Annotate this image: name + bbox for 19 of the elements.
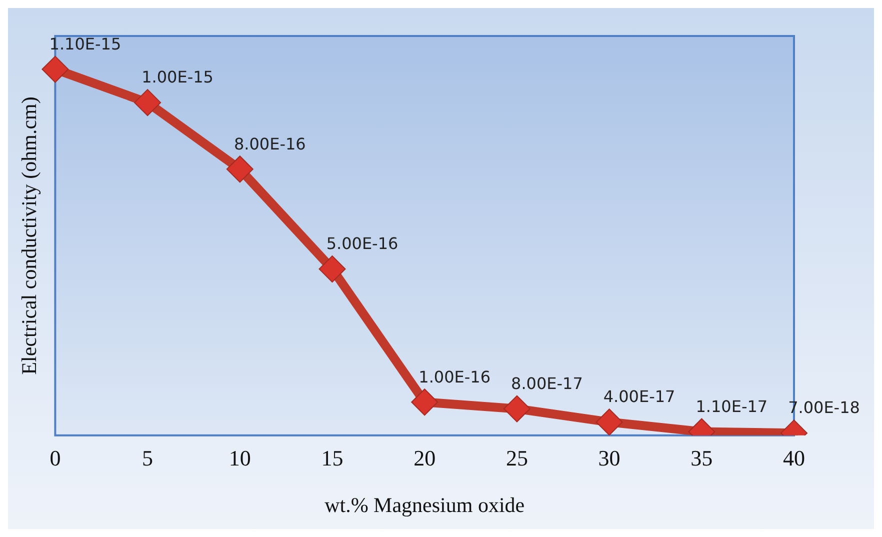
data-label: 1.10E-15: [49, 34, 122, 54]
data-label: 8.00E-16: [234, 134, 306, 154]
data-label: 1.00E-16: [418, 367, 491, 386]
x-tick-label: 10: [228, 445, 251, 470]
x-tick-label: 40: [783, 445, 805, 470]
data-label: 5.00E-16: [326, 234, 398, 254]
data-label: 4.00E-17: [603, 387, 676, 406]
x-tick-label: 15: [321, 445, 344, 470]
data-label: 1.00E-15: [142, 68, 214, 87]
x-tick-label: 5: [142, 445, 154, 470]
x-tick-label: 35: [690, 445, 713, 470]
x-axis-title: wt.% Magnesium oxide: [324, 492, 525, 517]
data-label: 8.00E-17: [511, 374, 583, 393]
data-label: 1.10E-17: [696, 396, 768, 416]
x-tick-label: 20: [414, 445, 436, 470]
x-tick-label: 30: [598, 445, 620, 470]
y-axis-title: Electrical conductivity (ohm.cm): [17, 96, 42, 375]
x-tick-label: 0: [50, 445, 61, 470]
x-tick-label: 25: [506, 445, 528, 470]
